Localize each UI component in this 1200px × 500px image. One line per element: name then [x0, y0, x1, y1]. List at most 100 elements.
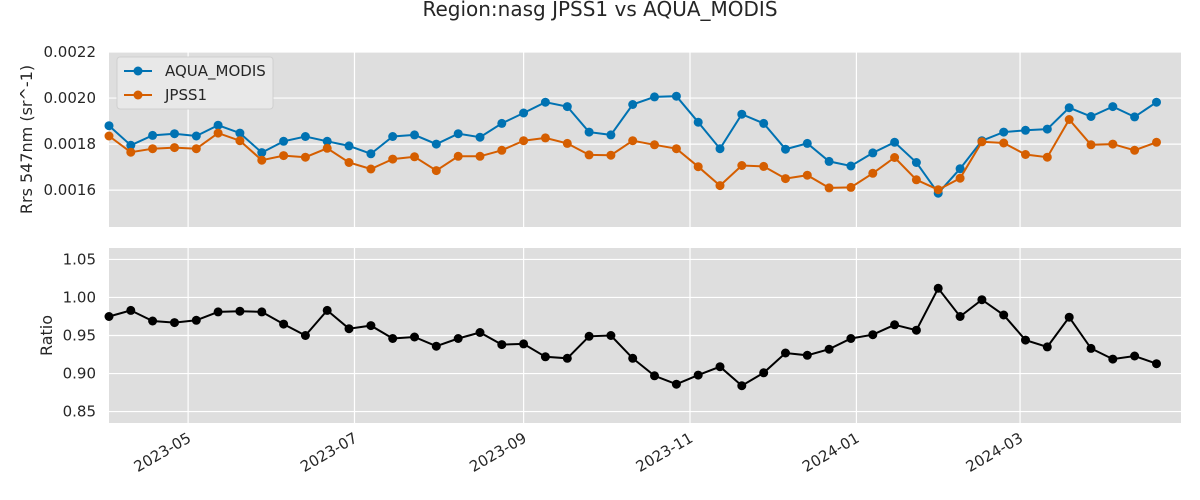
top-data-point	[300, 132, 310, 141]
bottom-data-point	[453, 334, 463, 343]
bottom-data-point	[781, 348, 790, 358]
top-data-point	[431, 166, 441, 176]
top-data-point	[540, 97, 550, 107]
bottom-data-point	[1108, 354, 1118, 364]
top-data-point	[1021, 125, 1030, 135]
top-data-point	[933, 185, 943, 195]
top-data-point	[213, 128, 223, 138]
top-data-point	[1064, 103, 1074, 113]
top-data-point	[737, 161, 747, 170]
bottom-data-point	[519, 339, 529, 349]
top-data-point	[322, 136, 332, 146]
top-y-tick-label: 0.0016	[44, 181, 97, 199]
top-data-point	[519, 136, 529, 146]
legend-label-jpss1: JPSS1	[164, 86, 207, 104]
top-data-point	[562, 102, 572, 112]
top-data-point	[540, 133, 550, 143]
top-data-point	[781, 174, 790, 184]
bottom-data-point	[1064, 312, 1074, 322]
legend: AQUA_MODIS JPSS1	[116, 56, 274, 110]
bottom-data-point	[999, 310, 1009, 320]
top-data-point	[824, 156, 834, 166]
top-data-point	[104, 121, 114, 131]
top-data-point	[650, 92, 659, 102]
bottom-data-point	[366, 321, 376, 331]
bottom-data-point	[410, 332, 419, 342]
top-data-point	[693, 162, 703, 172]
top-data-point	[584, 127, 594, 137]
top-data-point	[148, 144, 158, 154]
bottom-grid	[109, 248, 1181, 423]
top-data-point	[1152, 97, 1161, 107]
bottom-series	[104, 283, 1161, 391]
top-data-point	[497, 145, 507, 155]
bottom-data-point	[759, 368, 769, 378]
top-data-point	[235, 136, 245, 146]
bottom-data-point	[279, 319, 289, 329]
top-data-point	[802, 138, 812, 148]
x-tick-label: 2023-05	[131, 429, 194, 476]
bottom-y-tick-label: 0.90	[63, 365, 96, 383]
top-data-point	[475, 132, 485, 142]
top-data-point	[999, 138, 1009, 148]
chart-title: Region:nasg JPSS1 vs AQUA_MODIS	[422, 0, 777, 21]
top-data-point	[955, 164, 965, 174]
top-data-point	[148, 130, 158, 140]
top-data-point	[955, 173, 965, 183]
bottom-data-point	[431, 341, 441, 351]
bottom-y-tick-label: 1.05	[63, 250, 96, 268]
top-data-point	[170, 129, 179, 139]
bottom-data-point	[235, 306, 245, 316]
top-data-point	[1130, 112, 1140, 122]
top-data-point	[388, 154, 398, 164]
bottom-data-point	[104, 312, 114, 321]
top-data-point	[322, 143, 332, 153]
top-data-point	[410, 130, 419, 140]
top-data-point	[824, 183, 834, 193]
bottom-data-point	[955, 312, 965, 321]
bottom-data-point	[322, 305, 332, 315]
top-data-point	[890, 137, 900, 147]
bottom-y-tick-label: 0.95	[63, 327, 96, 345]
top-data-point	[890, 153, 900, 162]
top-data-point	[846, 182, 856, 192]
top-data-point	[257, 155, 267, 165]
top-data-point	[715, 144, 725, 154]
top-data-point	[1064, 115, 1074, 124]
top-data-point	[1152, 137, 1161, 147]
bottom-y-tick-label: 1.00	[63, 288, 96, 306]
top-data-point	[104, 131, 114, 141]
bottom-data-point	[257, 307, 267, 317]
top-data-point	[911, 175, 921, 185]
top-y-tick-label: 0.0018	[44, 135, 97, 153]
bottom-data-point	[671, 379, 681, 389]
bottom-data-point	[344, 324, 354, 334]
bottom-data-point	[846, 334, 856, 343]
top-data-point	[781, 144, 790, 154]
top-data-point	[475, 151, 485, 161]
top-data-point	[846, 161, 856, 171]
top-y-tick-label: 0.0020	[44, 89, 97, 107]
bottom-data-point	[1130, 351, 1140, 361]
bottom-data-point	[300, 331, 310, 340]
top-data-point	[257, 148, 267, 158]
top-data-point	[737, 109, 747, 119]
top-data-point	[1021, 150, 1030, 159]
top-data-point	[344, 158, 354, 167]
top-y-tick-label: 0.0022	[44, 43, 97, 61]
bottom-data-point	[497, 340, 507, 350]
x-tick-label: 2023-11	[633, 429, 696, 476]
bottom-data-point	[475, 328, 485, 337]
top-data-point	[759, 118, 769, 128]
top-data-point	[759, 161, 769, 171]
bottom-data-point	[606, 331, 616, 340]
top-data-point	[562, 138, 572, 148]
x-tick-labels: 2023-05 2023-07 2023-09 2023-11 2024-01 2024-…	[131, 429, 1026, 476]
top-data-point	[431, 139, 441, 149]
top-data-point	[868, 168, 878, 178]
top-data-point	[802, 170, 812, 180]
bottom-data-point	[824, 344, 834, 354]
top-data-point	[497, 118, 507, 128]
top-data-point	[410, 152, 419, 162]
